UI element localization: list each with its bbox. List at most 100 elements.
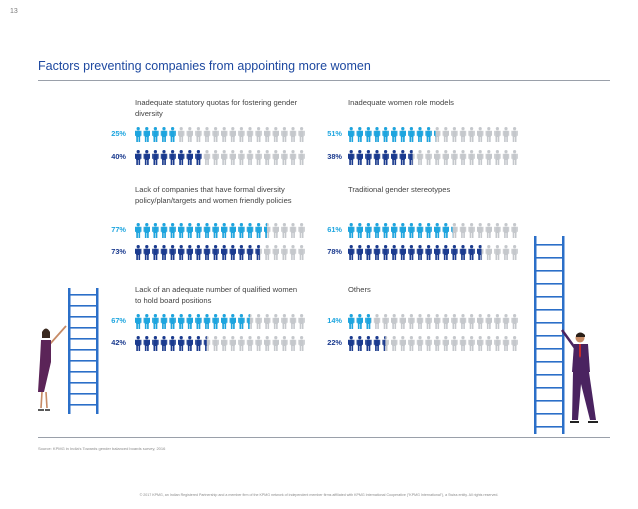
person-icon-filled: [365, 127, 372, 142]
person-icon: [485, 245, 492, 260]
person-icon: [281, 245, 288, 260]
person-icon-filled: [348, 245, 355, 260]
person-icon-filled: [143, 336, 150, 351]
copyright-footer: © 2017 KPMG, an Indian Registered Partne…: [139, 493, 499, 497]
person-icon-filled: [195, 314, 202, 329]
person-icon: [289, 336, 297, 351]
person-icon: [502, 150, 510, 165]
person-icon-filled: [365, 336, 372, 351]
person-icon-filled: [195, 245, 202, 260]
person-icon-filled: [169, 245, 176, 260]
person-icon-filled: [186, 245, 193, 260]
person-icon: [485, 223, 492, 238]
person-icon-filled: [135, 336, 142, 351]
person-icon: [477, 336, 484, 351]
person-icon: [203, 127, 211, 142]
person-icon-filled: [356, 336, 363, 351]
person-icon: [264, 314, 271, 329]
person-icon: [502, 245, 510, 260]
person-icon-filled: [399, 223, 406, 238]
person-icon-filled: [356, 223, 363, 238]
person-icon: [408, 314, 415, 329]
person-icon: [494, 245, 501, 260]
person-icon-filled: [348, 336, 355, 351]
person-icon: [511, 223, 518, 238]
person-icon-filled: [408, 223, 415, 238]
person-icon: [246, 336, 254, 351]
person-icon: [298, 245, 305, 260]
person-icon-filled: [425, 245, 432, 260]
person-icon: [272, 150, 279, 165]
person-icon: [391, 314, 398, 329]
left-ladder: [68, 288, 99, 414]
person-icon-filled: [382, 245, 389, 260]
person-icon-filled: [203, 245, 211, 260]
person-icon-filled: [365, 150, 372, 165]
panel-title-statutory-quotas: Inadequate statutory quotas for fosterin…: [135, 98, 298, 118]
person-icon: [281, 150, 288, 165]
person-icon: [442, 150, 449, 165]
source-note: Source: KPMG in India's Towards gender b…: [38, 446, 166, 451]
value-label: 22%: [327, 338, 342, 347]
person-icon: [203, 150, 211, 165]
person-icon-filled: [356, 150, 363, 165]
person-icon: [459, 336, 467, 351]
person-icon: [221, 150, 228, 165]
person-icon: [221, 336, 228, 351]
person-icon: [468, 150, 475, 165]
person-icon-filled: [160, 245, 168, 260]
value-label: 78%: [327, 247, 342, 256]
person-icon-filled: [442, 223, 449, 238]
person-icon-filled: [135, 150, 142, 165]
panel-title-qualified-women: Lack of an adequate number of qualified …: [135, 285, 298, 305]
person-icon-filled: [434, 245, 441, 260]
person-icon-filled: [416, 127, 424, 142]
person-icon: [272, 223, 279, 238]
person-icon-filled: [382, 336, 386, 351]
person-icon: [186, 127, 193, 142]
person-icon: [399, 314, 406, 329]
person-icon: [238, 336, 245, 351]
panel-title-diversity-policy: Lack of companies that have formal diver…: [135, 185, 292, 205]
person-icon: [494, 150, 501, 165]
person-icon: [451, 150, 458, 165]
person-icon-filled: [459, 245, 467, 260]
person-icon: [468, 314, 475, 329]
panel-title-role-models: Inadequate women role models: [348, 98, 454, 107]
person-icon: [416, 336, 424, 351]
person-icon-filled: [169, 127, 176, 142]
person-icon-filled: [160, 336, 168, 351]
person-icon-filled: [135, 314, 142, 329]
person-icon: [477, 150, 484, 165]
person-icon: [511, 245, 518, 260]
person-icon-filled: [373, 150, 381, 165]
person-icon-filled: [178, 150, 185, 165]
person-icon-filled: [425, 223, 432, 238]
person-icon-filled: [152, 150, 159, 165]
title-divider: [38, 80, 610, 81]
person-icon-filled: [348, 150, 355, 165]
person-icon: [272, 314, 279, 329]
person-icon: [408, 336, 415, 351]
man-figure: [560, 329, 598, 423]
person-icon: [434, 314, 441, 329]
person-icon-filled: [186, 336, 193, 351]
person-icon-filled: [195, 223, 202, 238]
panel-title-others: Others: [348, 285, 371, 294]
value-label: 67%: [111, 316, 126, 325]
person-icon-filled: [373, 336, 381, 351]
person-icon-filled: [391, 150, 398, 165]
person-icon: [255, 336, 262, 351]
person-icon: [451, 127, 458, 142]
person-icon: [281, 223, 288, 238]
person-icon: [298, 314, 305, 329]
person-icon: [178, 127, 185, 142]
person-icon: [229, 150, 236, 165]
person-icon-filled: [152, 245, 159, 260]
person-icon-filled: [348, 127, 355, 142]
person-icon-filled: [434, 130, 436, 142]
person-icon-filled: [152, 336, 159, 351]
person-icon: [442, 127, 449, 142]
person-icon-filled: [152, 314, 159, 329]
woman-figure: [38, 325, 67, 411]
